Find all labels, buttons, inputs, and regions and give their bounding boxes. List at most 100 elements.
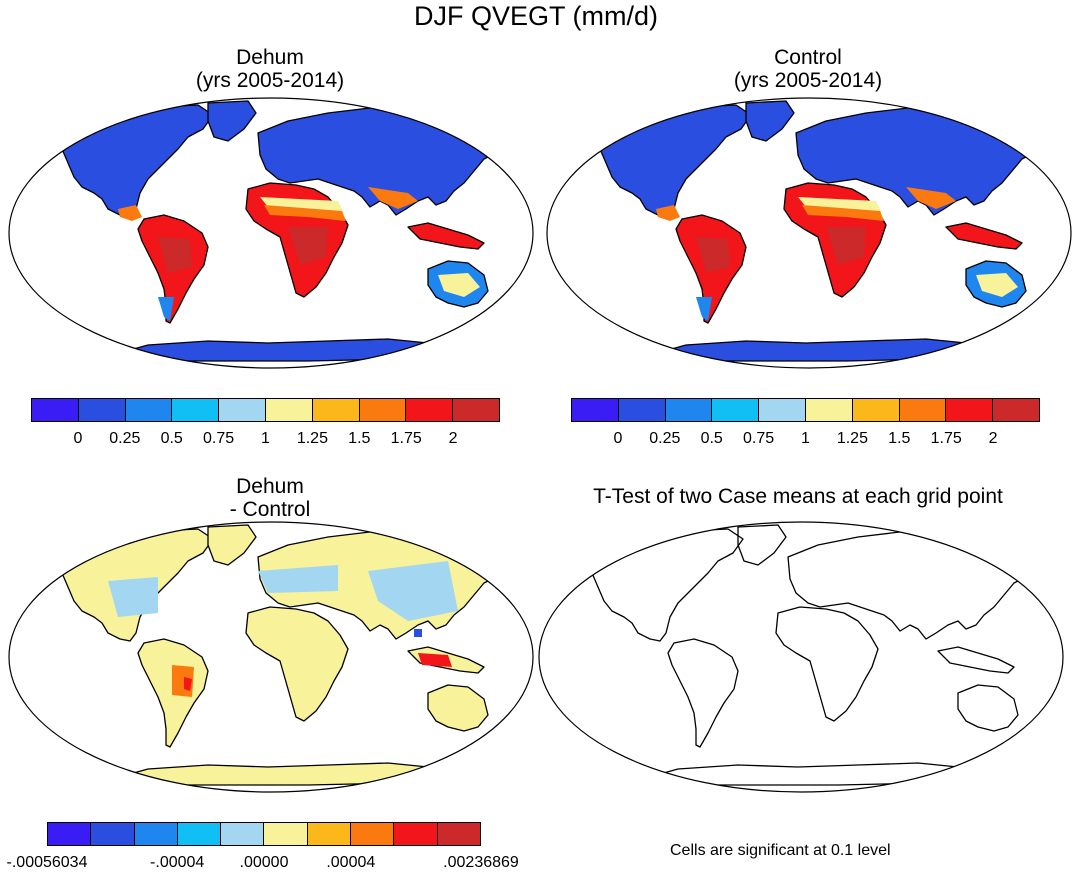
- colorbar-swatch: [394, 823, 438, 845]
- landmass-greenland: [737, 524, 787, 566]
- colorbar-tick-label: -.00056034: [6, 854, 88, 871]
- colorbar-swatch: [946, 399, 994, 421]
- field-patch: [414, 629, 422, 637]
- colorbar-tick-label: 1: [801, 430, 810, 447]
- colorbar-swatch: [221, 823, 265, 845]
- landmass-greenland: [207, 100, 257, 142]
- colorbar-swatch: [172, 399, 220, 421]
- figure-title: DJF QVEGT (mm/d): [413, 1, 658, 31]
- map-difference: [8, 521, 534, 793]
- colorbar-tick-label: 0.5: [160, 430, 183, 447]
- map-frame: [546, 97, 1072, 369]
- colorbar-tick-label: .00000: [239, 854, 289, 871]
- colorbar-swatch: [359, 399, 407, 421]
- colorbar-swatch: [572, 399, 619, 421]
- colorbar-swatch: [712, 399, 760, 421]
- colorbar-tick-label: 2: [988, 430, 998, 447]
- field-patch: [368, 561, 458, 621]
- landmass-northAmerica: [61, 104, 214, 218]
- colorbar-dehum: [31, 398, 500, 422]
- colorbar-tick-label: .00004: [326, 854, 376, 871]
- colorbar-swatch: [805, 399, 853, 421]
- colorbar-swatch: [48, 823, 92, 845]
- field-patch: [258, 565, 338, 593]
- colorbar-tick-label: 0: [73, 430, 83, 447]
- colorbar-swatch: [453, 399, 499, 421]
- panel-title-ttest: T-Test of two Case means at each grid po…: [538, 485, 1058, 508]
- colorbar-swatch: [312, 399, 360, 421]
- colorbar-swatch: [406, 399, 454, 421]
- field-patch: [906, 187, 956, 209]
- colorbar-tick-label: 1.5: [348, 430, 371, 447]
- colorbar-swatch: [78, 399, 126, 421]
- field-patch: [438, 273, 480, 297]
- landmass-africa: [245, 606, 349, 722]
- field-patch: [288, 227, 328, 265]
- colorbar-tick-label: 0.5: [700, 430, 723, 447]
- landmass-australia: [427, 684, 489, 732]
- colorbar-tick-label: 0.75: [743, 430, 775, 447]
- colorbar-swatch: [307, 823, 352, 845]
- colorbar-swatch: [177, 823, 222, 845]
- colorbar-tick-label: 1.25: [836, 430, 868, 447]
- colorbar-swatch: [852, 399, 900, 421]
- landmass-northAmerica: [599, 104, 752, 218]
- colorbar-difference: [47, 822, 481, 846]
- panel-title-line1: Control: [774, 46, 842, 69]
- panel-title-difference: Dehum - Control: [110, 475, 430, 521]
- field-patch: [264, 205, 346, 221]
- colorbar-swatch: [899, 399, 947, 421]
- field-patch: [418, 653, 452, 667]
- field-patch: [976, 273, 1018, 297]
- panel-title-line2: (yrs 2005-2014): [195, 69, 345, 92]
- panel-title-line1: Dehum: [236, 475, 304, 498]
- colorbar-tick-label: -.00004: [150, 854, 205, 871]
- field-patch: [798, 197, 882, 213]
- colorbar-tick-label: 2: [448, 430, 458, 447]
- colorbar-tick-label: 0.75: [203, 430, 235, 447]
- field-patch: [656, 205, 680, 221]
- colorbar-swatch: [264, 823, 308, 845]
- colorbar-swatch: [265, 399, 313, 421]
- colorbar-tick-label: 1.75: [390, 430, 422, 447]
- landmass-northAmerica: [591, 528, 744, 642]
- field-patch: [260, 197, 344, 213]
- field-patch: [368, 187, 418, 209]
- field-patch: [696, 237, 730, 273]
- map-frame: [8, 97, 534, 369]
- map-control: [546, 97, 1072, 369]
- colorbar-tick-label: 1.75: [930, 430, 962, 447]
- panel-title-dehum: Dehum (yrs 2005-2014): [110, 46, 430, 92]
- colorbar-tick-label: .00236869: [443, 854, 519, 871]
- panel-title-line2: (yrs 2005-2014): [733, 69, 883, 92]
- landmass-indonesia: [937, 646, 1015, 674]
- colorbar-tick-label: 1: [261, 430, 270, 447]
- landmass-greenland: [745, 100, 795, 142]
- map-dehum: [8, 97, 534, 369]
- colorbar-tick-label: 1.25: [296, 430, 328, 447]
- colorbar-swatch: [618, 399, 666, 421]
- colorbar-swatch: [759, 399, 806, 421]
- field-patch: [158, 297, 174, 321]
- colorbar-swatch: [665, 399, 713, 421]
- colorbar-swatch: [32, 399, 79, 421]
- field-patch: [184, 677, 192, 691]
- field-patch: [802, 205, 884, 221]
- map-frame: [8, 521, 534, 793]
- landmass-africa: [775, 606, 879, 722]
- landmass-greenland: [207, 524, 257, 566]
- field-patch: [696, 297, 712, 321]
- colorbar-swatch: [134, 823, 178, 845]
- colorbar-swatch: [437, 823, 480, 845]
- colorbar-swatch: [219, 399, 266, 421]
- map-frame: [538, 521, 1064, 793]
- field-patch: [158, 237, 192, 273]
- panel-title-control: Control (yrs 2005-2014): [648, 46, 968, 92]
- panel-title-line1: Dehum: [236, 46, 304, 69]
- colorbar-tick-label: 1.5: [888, 430, 911, 447]
- field-patch: [826, 227, 866, 265]
- landmass-indonesia: [407, 222, 485, 250]
- panel-title-line2: - Control: [229, 498, 311, 521]
- colorbar-tick-label: 0.25: [109, 430, 141, 447]
- landmass-southAmerica: [667, 638, 739, 748]
